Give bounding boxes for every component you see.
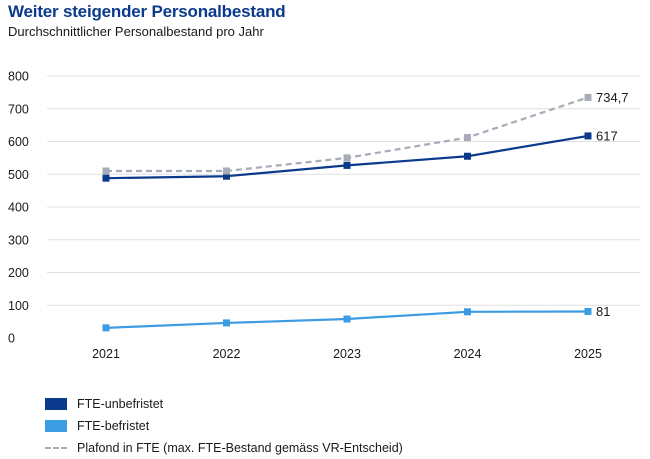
y-tick-label-800: 800	[8, 70, 29, 84]
x-tick-label-2023: 2023	[333, 347, 361, 361]
legend-label-plafond: Plafond in FTE (max. FTE-Bestand gemäss …	[77, 441, 403, 455]
data-point-s1-2023	[343, 315, 351, 323]
legend-item-unbefristet: FTE-unbefristet	[45, 393, 403, 415]
data-point-s2-2023	[343, 154, 351, 162]
legend-item-befristet: FTE-befristet	[45, 415, 403, 437]
data-point-s1-2025	[584, 307, 592, 315]
legend-label-befristet: FTE-befristet	[77, 419, 150, 433]
y-tick-label-600: 600	[8, 135, 29, 149]
end-label-s0: 617	[596, 128, 618, 143]
legend-item-plafond: Plafond in FTE (max. FTE-Bestand gemäss …	[45, 437, 403, 459]
y-tick-label-700: 700	[8, 102, 29, 116]
data-point-s0-2023	[343, 161, 351, 169]
data-point-s1-2024	[464, 308, 471, 316]
end-label-s1: 81	[596, 304, 610, 319]
legend: FTE-unbefristet FTE-befristet Plafond in…	[45, 393, 403, 459]
data-point-s1-2022	[223, 319, 230, 327]
axes: 0 100 200 300 400 500 600 700 800 2021 2022 2023 202…	[8, 70, 602, 362]
legend-label-unbefristet: FTE-unbefristet	[77, 397, 164, 411]
gridlines	[47, 75, 640, 306]
series	[102, 93, 592, 332]
data-point-s0-2025	[584, 132, 592, 140]
legend-swatch-befristet	[45, 420, 67, 432]
y-tick-label-400: 400	[8, 201, 29, 215]
y-tick-label-500: 500	[8, 168, 29, 182]
data-labels: 617 81 734,7	[596, 90, 629, 319]
legend-swatch-unbefristet	[45, 398, 67, 410]
data-point-s2-2022	[223, 167, 230, 175]
y-tick-label-200: 200	[8, 266, 29, 280]
chart-title: Weiter steigender Personalbestand	[8, 2, 286, 21]
data-point-s0-2021	[102, 174, 110, 182]
y-tick-label-300: 300	[8, 233, 29, 247]
x-tick-label-2025: 2025	[574, 347, 602, 361]
y-tick-label-100: 100	[8, 299, 29, 313]
data-point-s0-2024	[464, 152, 471, 160]
x-tick-label-2021: 2021	[92, 347, 120, 361]
x-tick-label-2024: 2024	[454, 347, 482, 361]
data-point-s0-2022	[223, 172, 230, 180]
data-point-s2-2021	[102, 167, 110, 175]
data-point-s2-2024	[464, 134, 471, 142]
chart-subtitle: Durchschnittlicher Personalbestand pro J…	[8, 24, 264, 39]
y-tick-label-0: 0	[8, 332, 15, 346]
legend-swatch-plafond	[45, 447, 67, 449]
x-tick-label-2022: 2022	[213, 347, 241, 361]
end-label-s2: 734,7	[596, 90, 629, 105]
data-point-s2-2025	[584, 93, 592, 101]
data-point-s1-2021	[102, 324, 110, 332]
